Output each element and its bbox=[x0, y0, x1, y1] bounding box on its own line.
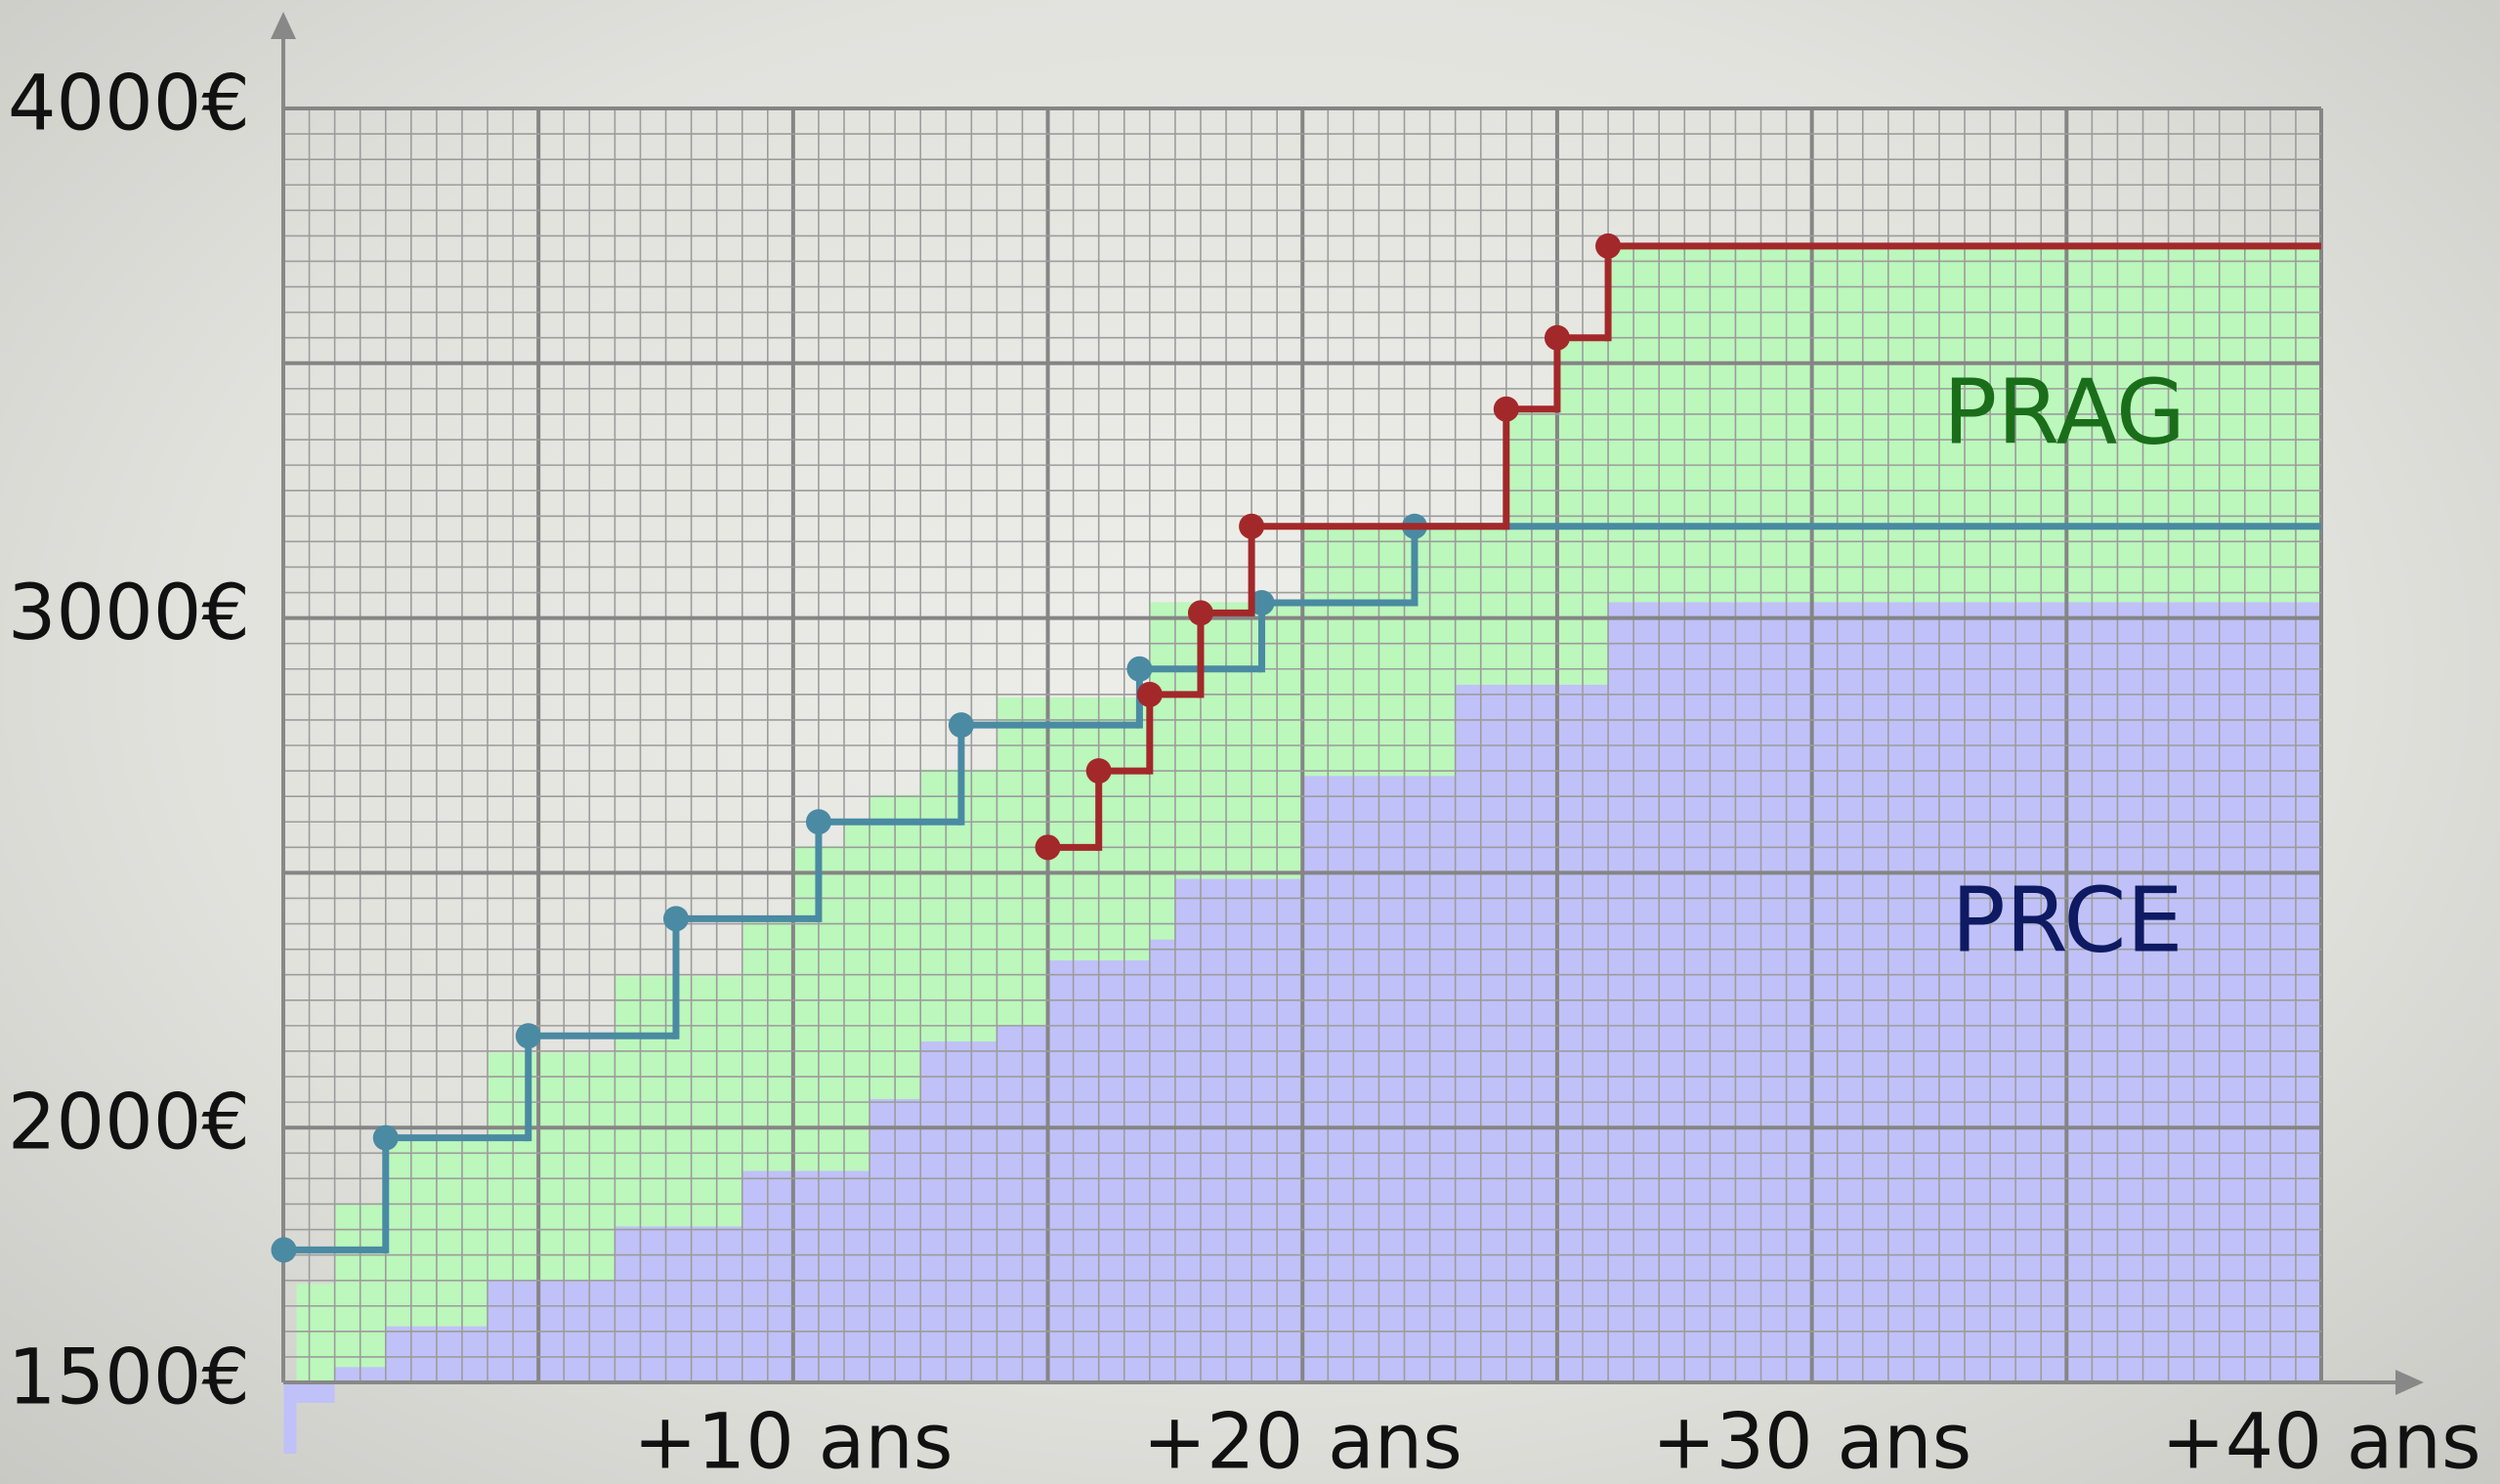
y-axis-arrow bbox=[271, 12, 296, 39]
area-label: PRCE bbox=[1951, 868, 2182, 972]
y-tick-label: 3000€ bbox=[8, 570, 250, 657]
area-step bbox=[296, 1283, 335, 1382]
x-axis-arrow bbox=[2395, 1370, 2424, 1395]
area-step bbox=[920, 1041, 997, 1382]
x-tick-label: +30 ans bbox=[1652, 1398, 1971, 1484]
x-tick-label: +10 ans bbox=[633, 1398, 953, 1484]
step-point bbox=[1239, 513, 1265, 539]
step-point bbox=[1187, 600, 1213, 626]
step-point bbox=[1126, 656, 1153, 682]
y-tick-label: 1500€ bbox=[8, 1334, 250, 1421]
area-step bbox=[614, 1226, 742, 1382]
step-point bbox=[805, 809, 831, 835]
step-point bbox=[1249, 589, 1275, 615]
area-step bbox=[283, 1382, 297, 1455]
step-point bbox=[372, 1124, 399, 1151]
y-tick-label: 2000€ bbox=[8, 1080, 250, 1167]
step-point bbox=[1035, 834, 1061, 861]
step-point bbox=[1136, 681, 1163, 707]
step-point bbox=[271, 1237, 297, 1263]
area-step bbox=[296, 1382, 335, 1403]
step-point bbox=[1493, 396, 1519, 422]
step-point bbox=[1595, 233, 1622, 259]
step-point bbox=[515, 1023, 541, 1049]
grid bbox=[283, 106, 2323, 1382]
x-tick-label: +20 ans bbox=[1143, 1398, 1462, 1484]
y-tick-label: 4000€ bbox=[8, 60, 250, 148]
axes bbox=[271, 12, 2424, 1395]
step-point bbox=[1544, 324, 1570, 351]
area-step bbox=[1149, 939, 1175, 1382]
step-point bbox=[948, 712, 974, 739]
series bbox=[271, 233, 2321, 1263]
x-tick-label: +40 ans bbox=[2161, 1398, 2480, 1484]
area-label: PRAG bbox=[1943, 360, 2185, 464]
area-step bbox=[1174, 878, 1303, 1382]
step-point bbox=[662, 906, 689, 932]
step-point bbox=[1085, 758, 1112, 784]
area-step bbox=[742, 1170, 870, 1382]
labels: +10 ans +20 ans +30 ans +40 ans 1500€ 2000€ 30… bbox=[8, 60, 2481, 1484]
